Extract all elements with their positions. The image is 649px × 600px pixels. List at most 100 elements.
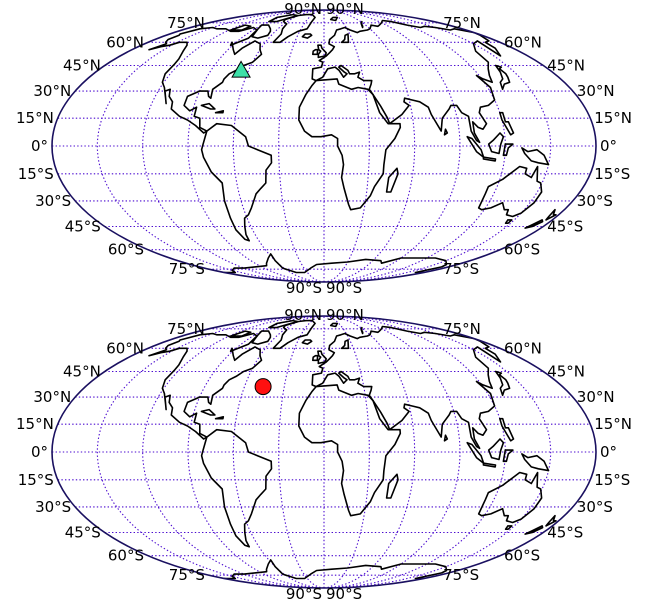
lat-label-right: 30°S (577, 498, 613, 516)
lat-label-left: 60°S (108, 547, 144, 565)
lat-label-left: 75°N (167, 320, 205, 338)
triangle-marker (231, 60, 251, 78)
coastline-cuba (200, 408, 216, 416)
coastline-cuba (200, 102, 216, 110)
map-bottom: 15°N 15°N 30°N 30°N 45°N 45°N 60°N 60°N 75°N 75°N… (16, 306, 632, 600)
coastline-new-zealand-north (545, 208, 557, 221)
lat-label-right: 60°N (504, 339, 542, 357)
coastline-britain (317, 44, 327, 59)
map-background (52, 316, 596, 588)
pole-label-north: 90°N (326, 306, 364, 324)
coastline-ellesmere (268, 319, 299, 329)
meridian-line (323, 316, 552, 588)
coastline-new-zealand-north (545, 514, 557, 527)
coastline-sulawesi (502, 143, 514, 157)
meridian-line (278, 316, 325, 588)
lat-label-right: 15°N (594, 415, 632, 433)
lat-label-left: 30°S (35, 498, 71, 516)
coastline-novaya-zemlya (360, 326, 364, 335)
meridian-line (232, 10, 325, 282)
lat-label-right: 75°S (443, 566, 479, 584)
coastline-madagascar (385, 167, 399, 193)
meridian-line (323, 316, 370, 588)
meridian-line (323, 10, 416, 282)
coastline-sri-lanka (443, 434, 449, 442)
pole-label-south: 90°S (326, 279, 362, 297)
pole-label-north: 90°N (284, 0, 322, 18)
lat-label-right: 60°N (504, 33, 542, 51)
lat-label-right: 15°N (594, 109, 632, 127)
coastline-japan (494, 370, 511, 397)
latitude-labels: 15°N 15°N 30°N 30°N 45°N 45°N 60°N 60°N 75°N 75°N… (16, 306, 632, 600)
pole-label-north: 90°N (284, 306, 322, 324)
coastline-philippines (499, 417, 515, 442)
meridian-line (96, 316, 325, 588)
lat-label-left: 75°N (167, 14, 205, 32)
lat-label-right: 75°N (443, 320, 481, 338)
meridian-line (278, 10, 325, 282)
pole-label-south: 90°S (286, 279, 322, 297)
coastline-philippines (499, 111, 515, 136)
coastline-britain (317, 350, 327, 365)
latitude-labels: 15°N 15°N 30°N 30°N 45°N 45°N 60°N 60°N 75°N 75°N… (16, 0, 632, 297)
coastline-svalbard (329, 16, 339, 22)
coastline-new-guinea (521, 147, 550, 166)
coastline-new-zealand-south (524, 219, 544, 229)
coastline-south-america (200, 428, 273, 548)
coastline-sri-lanka (443, 128, 449, 136)
coastline-greenland (272, 13, 316, 44)
coastline-sulawesi (502, 449, 514, 463)
lat-label-left: 15°S (18, 165, 54, 183)
meridian-line (323, 10, 552, 282)
lat-label-right: 45°N (547, 363, 585, 381)
pole-label-south: 90°S (286, 585, 322, 600)
lat-label-left: 75°S (169, 260, 205, 278)
pole-label-south: 90°S (326, 585, 362, 600)
meridian-line (142, 316, 325, 588)
meridian-line (96, 10, 325, 282)
coastline-victoria-island (230, 330, 252, 337)
coastline-japan (494, 64, 511, 91)
coastline-australia (477, 471, 543, 524)
meridian-line (232, 316, 325, 588)
coastline-madagascar (385, 473, 399, 499)
coastline-africa (298, 384, 402, 517)
lat-label-left: 60°S (108, 241, 144, 259)
lat-label-left: 0° (31, 137, 48, 155)
coastline-tasmania (504, 525, 513, 530)
lat-label-right: 15°S (594, 471, 630, 489)
coastline-hispaniola (214, 416, 225, 420)
coastline-north-america (148, 26, 263, 134)
map-border (51, 315, 597, 589)
lat-label-left: 60°N (106, 33, 144, 51)
coastline-antarctica (223, 253, 448, 274)
lat-label-right: 30°N (577, 82, 615, 100)
coastline-ireland (312, 48, 319, 56)
lat-label-right: 75°S (443, 260, 479, 278)
coastline-eurasia (311, 325, 502, 450)
meridian-line (323, 10, 370, 282)
coastline-hispaniola (214, 110, 225, 114)
coastline-sumatra (466, 135, 485, 158)
lat-label-left: 30°S (35, 192, 71, 210)
lat-label-right: 45°S (547, 524, 583, 542)
coastline-borneo (487, 132, 505, 155)
coastline-new-zealand-south (524, 525, 544, 535)
coastline-iceland (301, 339, 313, 345)
lat-label-left: 45°S (65, 524, 101, 542)
coastline-australia (477, 165, 543, 218)
coastline-greenland (272, 319, 316, 350)
map-border (51, 9, 597, 283)
meridian-line (323, 316, 506, 588)
coastline-africa (298, 78, 402, 211)
coastline-baffin (251, 330, 272, 345)
coastline-scandinavia-gulf (340, 33, 350, 44)
meridian-line (142, 10, 325, 282)
lat-label-right: 0° (600, 137, 617, 155)
lat-label-right: 45°N (547, 57, 585, 75)
pole-label-north: 90°N (326, 0, 364, 18)
meridian-line (323, 316, 461, 588)
meridian-line (323, 10, 461, 282)
coastline-java (482, 462, 497, 468)
